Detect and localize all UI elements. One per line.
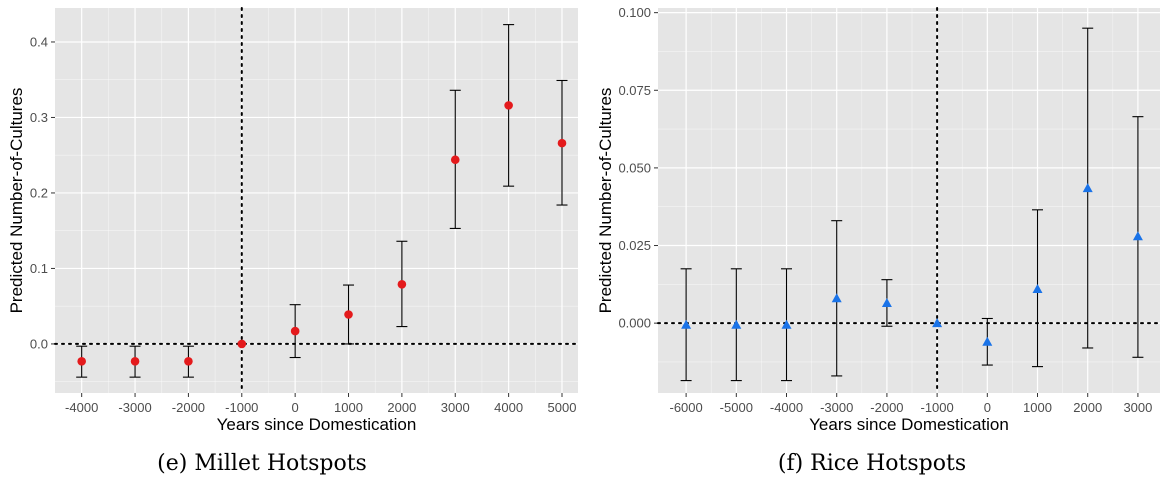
y-tick-label: 0.075 (618, 83, 651, 98)
data-point (731, 319, 742, 329)
plot-panel (658, 8, 1160, 393)
data-point (1132, 231, 1143, 241)
data-point (237, 339, 247, 349)
data-point (831, 293, 842, 303)
data-point (1032, 283, 1043, 293)
x-tick-label: -2000 (870, 400, 903, 415)
data-point (1082, 183, 1093, 193)
millet-hotspots-chart: -4000 -3000 -2000 -1000 0 1000 2000 3000 4000 500… (7, 7, 579, 476)
y-axis-title: Predicted Number-of-Cultures (7, 88, 26, 314)
x-tick-label: 0 (984, 400, 991, 415)
x-tick-label: 3000 (1123, 400, 1152, 415)
x-tick-label: -3000 (820, 400, 853, 415)
data-point (290, 326, 300, 336)
y-tick-label: 0.0 (30, 336, 48, 351)
x-tick-label: 1000 (334, 400, 363, 415)
data-point (781, 319, 792, 329)
data-point (932, 318, 943, 328)
data-point (397, 279, 407, 289)
y-axis-title: Predicted Number-of-Cultures (596, 88, 615, 314)
rice-hotspots-chart: -6000 -5000 -4000 -3000 -2000 -1000 0 1000 2000 3… (596, 5, 1161, 476)
x-tick-label: -4000 (770, 400, 803, 415)
x-axis-title: Years since Domestication (217, 415, 417, 434)
y-tick-label: 0.025 (618, 238, 651, 253)
data-point (450, 155, 460, 165)
chart-caption: (f) Rice Hotspots (778, 451, 966, 476)
x-tick-label: 3000 (441, 400, 470, 415)
x-tick-label: -1000 (225, 400, 258, 415)
data-point (130, 356, 140, 366)
y-tick-label: 0.050 (618, 160, 651, 175)
plot-panel (55, 8, 578, 393)
x-tick-label: -2000 (172, 400, 205, 415)
data-point (881, 297, 892, 307)
x-tick-label: 1000 (1023, 400, 1052, 415)
x-tick-label: 5000 (548, 400, 577, 415)
x-tick-label: -3000 (118, 400, 151, 415)
x-tick-label: 2000 (387, 400, 416, 415)
y-tick-label: 0.2 (30, 185, 48, 200)
y-tick-label: 0.4 (30, 34, 48, 49)
x-tick-label: -1000 (920, 400, 953, 415)
data-point (504, 101, 513, 110)
x-axis-title: Years since Domestication (809, 415, 1009, 434)
chart-caption: (e) Millet Hotspots (157, 451, 367, 476)
data-point (344, 310, 353, 319)
data-point (557, 138, 567, 148)
x-tick-label: -6000 (669, 400, 702, 415)
y-tick-label: 0.000 (618, 316, 651, 331)
data-point (982, 336, 993, 346)
x-tick-label: 4000 (494, 400, 523, 415)
x-tick-label: -5000 (720, 400, 753, 415)
y-tick-label: 0.3 (30, 110, 48, 125)
x-tick-label: -4000 (65, 400, 98, 415)
y-tick-label: 0.100 (618, 5, 651, 20)
data-point (77, 356, 86, 366)
x-tick-label: 2000 (1073, 400, 1102, 415)
data-point (681, 319, 692, 329)
data-point (184, 356, 193, 366)
x-tick-label: 0 (292, 400, 299, 415)
y-tick-label: 0.1 (30, 261, 48, 276)
